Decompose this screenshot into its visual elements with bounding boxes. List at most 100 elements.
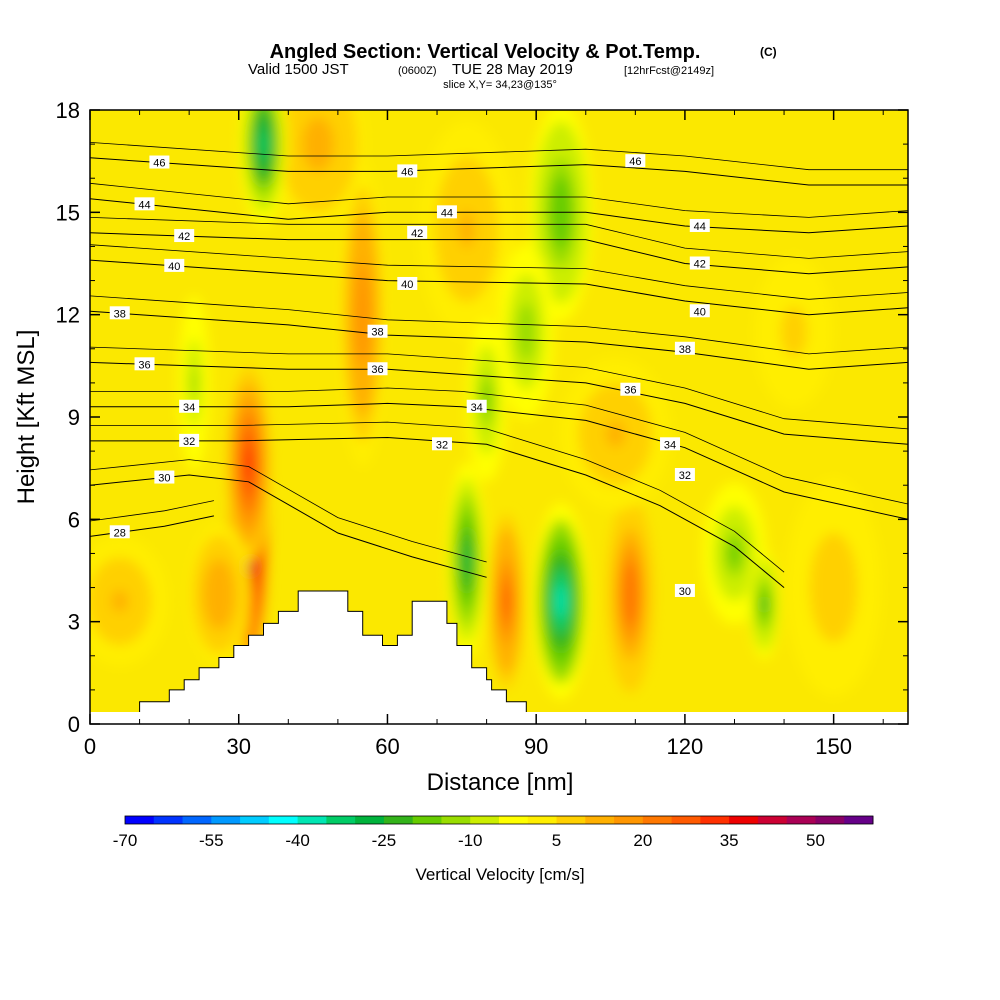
isentrope-extra-label-3-text: 44 (694, 221, 706, 233)
velocity-cell-1-level-1 (244, 448, 253, 482)
colorbar-tick-label-7: 35 (720, 831, 739, 850)
isentrope-42 (90, 232, 908, 275)
isentrope-label-32-2: 32 (179, 433, 200, 448)
isentrope-extra-label-9-bg (674, 341, 695, 355)
velocity-cell-20-level-1 (825, 569, 842, 606)
colorbar-swatch-14 (527, 816, 558, 824)
isentrope-40-minor (90, 244, 908, 300)
colorbar-swatch-3 (211, 816, 241, 824)
isentrope-extra-label-11-text: 36 (624, 385, 636, 397)
isentrope-extra-label-3-bg (689, 218, 710, 232)
colorbar-tick-label-4: -10 (458, 831, 483, 850)
isentrope-label-28-0-bg (109, 525, 130, 539)
isentrope-extra-label-0-bg (397, 164, 418, 178)
isentrope-extra-label-4-text: 42 (411, 228, 423, 240)
colorbar-swatch-18 (642, 816, 673, 824)
isentrope-label-44-8-bg (134, 197, 155, 211)
isentrope-extra-label-7: 40 (689, 304, 710, 318)
x-tick-label-3: 90 (524, 734, 548, 759)
isentrope-extra-label-5: 42 (689, 256, 710, 271)
isentrope-extra-label-2-text: 44 (441, 207, 453, 219)
velocity-cell-3-level-1 (358, 289, 367, 341)
colorbar-swatch-12 (470, 816, 500, 824)
isentrope-label-36-4-bg (134, 357, 155, 371)
y-tick-label-4: 12 (56, 303, 80, 328)
x-axis: 0 30 60 90 120 150 (84, 110, 884, 759)
colorbar-label: Vertical Velocity [cm/s] (415, 865, 584, 884)
isentrope-extra-label-14-text: 32 (436, 439, 448, 451)
y-tick-label-2: 6 (68, 507, 80, 532)
colorbar-swatch-4 (240, 816, 270, 824)
chart-title: Angled Section: Vertical Velocity & Pot.… (270, 41, 701, 63)
velocity-cell-7-level-1 (626, 578, 635, 611)
isentrope-extra-label-14-bg (431, 437, 452, 451)
colorbar-swatch-21 (729, 816, 759, 824)
colorbar-swatch-13 (499, 816, 529, 824)
colorbar-swatch-24 (815, 816, 845, 824)
isentrope-label-34-3-text: 34 (183, 402, 195, 414)
isentrope-extra-label-10-bg (367, 362, 388, 376)
colorbar-swatch-11 (441, 816, 471, 824)
colorbar-swatch-15 (556, 816, 586, 824)
isentrope-42-minor (90, 217, 908, 259)
isentrope-extra-label-15: 32 (674, 467, 695, 482)
isentrope-extra-label-16-text: 30 (679, 586, 691, 598)
colorbar-swatch-9 (383, 816, 414, 824)
isentrope-36-minor (90, 346, 908, 430)
colorbar-tick-label-3: -25 (372, 831, 397, 850)
colorbar-swatch-1 (153, 816, 184, 824)
colorbar-swatch-25 (844, 816, 874, 824)
isentrope-extra-label-8: 38 (367, 324, 388, 339)
valid-date: TUE 28 May 2019 (452, 61, 573, 78)
isentrope-extra-label-8-bg (367, 324, 388, 338)
isentrope-28-minor (90, 500, 214, 522)
isentrope-extra-label-13: 34 (660, 437, 681, 451)
isentrope-34 (90, 402, 908, 520)
velocity-cell-4-level-1 (310, 130, 326, 158)
colorbar-frame (124, 815, 874, 825)
colorbar-swatch-22 (757, 816, 788, 824)
isentrope-extra-label-6-text: 40 (401, 279, 413, 291)
isentrope-extra-label-16: 30 (674, 583, 695, 598)
isentrope-extra-label-13-text: 34 (664, 439, 676, 451)
isentrope-label-32-2-text: 32 (183, 436, 195, 448)
velocity-cell-5-level-1 (458, 211, 475, 248)
isentrope-label-34-3: 34 (179, 399, 200, 414)
colorbar-swatch-5 (268, 816, 299, 824)
isentrope-44 (90, 198, 908, 234)
isentrope-extra-label-9: 38 (674, 341, 695, 356)
isentrope-label-30-1-bg (154, 470, 175, 484)
isentrope-38-minor (90, 295, 908, 355)
isentrope-label-38-5-bg (109, 306, 130, 320)
velocity-cell-19-level-1 (787, 318, 801, 345)
x-tick-label-0: 0 (84, 734, 96, 759)
isentrope-44-minor (90, 182, 908, 218)
isentrope-30-minor (90, 459, 487, 563)
isentrope-extra-label-10: 36 (367, 362, 388, 376)
isentrope-extra-label-2: 44 (436, 205, 457, 219)
colorbar-swatch-19 (671, 816, 701, 824)
velocity-cell-9-level-1 (111, 590, 128, 613)
velocity-cell-18-level-1 (191, 368, 197, 398)
isentrope-label-40-6-text: 40 (168, 261, 180, 273)
isentrope-label-42-7: 42 (174, 229, 195, 243)
isentrope-label-30-1: 30 (154, 470, 175, 485)
isentrope-extra-label-15-text: 32 (679, 470, 691, 482)
colorbar-swatch-17 (614, 816, 644, 824)
isentrope-extra-label-13-bg (660, 437, 681, 451)
isentrope-extra-label-12: 34 (466, 399, 487, 414)
terrain (139, 590, 527, 712)
y-tick-label-3: 9 (68, 405, 80, 430)
slice-info: slice X,Y= 34,23@135° (443, 79, 557, 91)
isentrope-32-minor (90, 421, 785, 573)
isentrope-label-30-1-text: 30 (158, 473, 170, 485)
isentrope-labels: 28 30 32 34 36 38 40 42 44 46 46 46 44 44 42 42 40 40 38 38… (109, 154, 710, 598)
velocity-field (90, 110, 882, 700)
isentrope-extra-label-6: 40 (397, 276, 418, 291)
isentrope-34-minor (90, 387, 908, 505)
velocity-cell-2-level-1 (213, 582, 225, 607)
velocity-cell-11-level-1 (463, 543, 471, 577)
colorbar-swatch-6 (297, 816, 327, 824)
isentrope-extra-label-14: 32 (431, 437, 452, 451)
